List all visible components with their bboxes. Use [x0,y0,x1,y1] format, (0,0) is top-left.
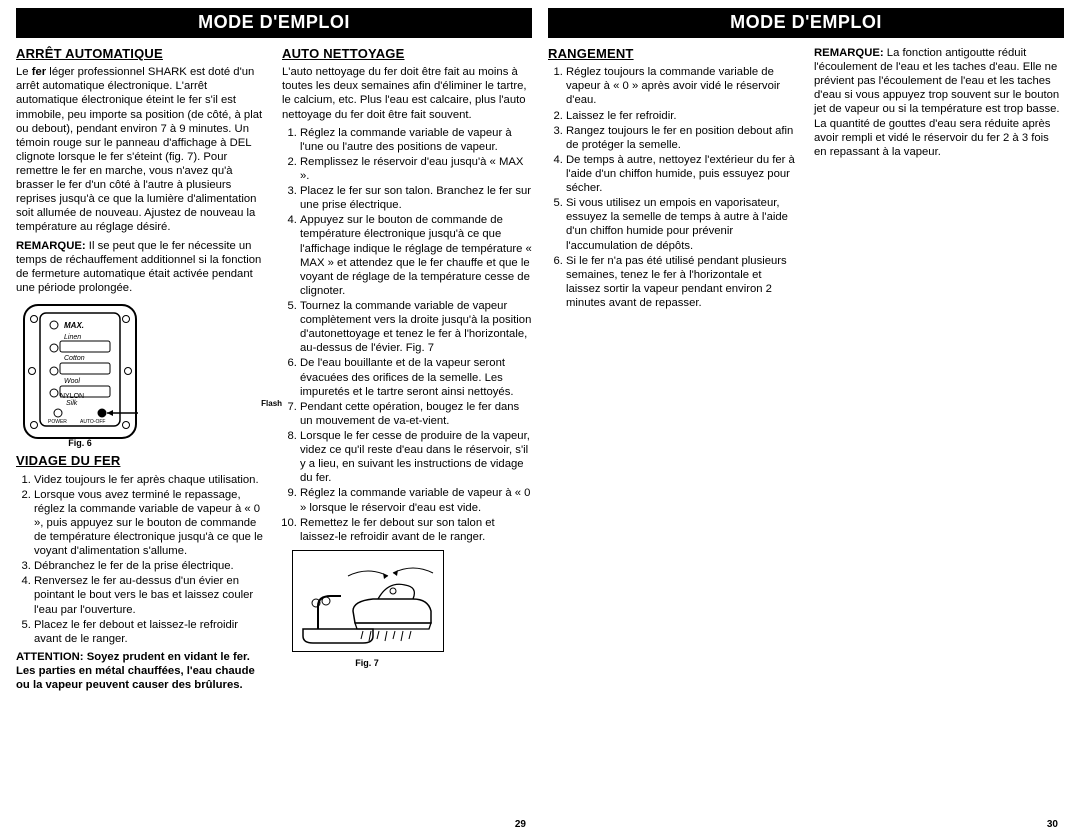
left-columns: ARRÊT AUTOMATIQUE Le fer léger professio… [16,46,532,819]
list-item: Placez le fer debout et laissez-le refro… [34,618,266,646]
auto-list: Réglez la commande variable de vapeur à … [282,126,532,544]
figure-6-svg: MAX. Linen Cotton Wool Silk NYLON NYLON … [20,301,140,446]
list-item: Réglez la commande variable de vapeur à … [300,486,532,514]
fig6-autooff: AUTO-OFF [80,419,105,425]
left-col-1: ARRÊT AUTOMATIQUE Le fer léger professio… [16,46,266,819]
arret-para-bold: fer [32,66,46,78]
fig6-wool: Wool [64,378,80,385]
figure-6: MAX. Linen Cotton Wool Silk NYLON NYLON … [20,301,170,449]
list-item: Réglez toujours la commande variable de … [566,65,798,107]
arret-paragraph: Le fer léger professionnel SHARK est dot… [16,65,266,234]
fig7-caption: Fig. 7 [292,658,442,669]
list-item: De l'eau bouillante et de la vapeur sero… [300,356,532,398]
right-remark: REMARQUE: La fonction antigoutte réduit … [814,46,1064,159]
list-item: Laissez le fer refroidir. [566,109,798,123]
list-item: Rangez toujours le fer en position debou… [566,124,798,152]
list-item: Lorsque le fer cesse de produire de la v… [300,429,532,485]
arret-para-prefix: Le [16,66,32,78]
list-item: Si le fer n'a pas été utilisé pendant pl… [566,254,798,310]
left-page: MODE D'EMPLOI ARRÊT AUTOMATIQUE Le fer l… [16,8,532,830]
list-item: Pendant cette opération, bougez le fer d… [300,400,532,428]
fig6-nylon2: NYLON [60,393,84,400]
right-remark-text: La fonction antigoutte réduit l'écouleme… [814,47,1060,158]
right-col-2: REMARQUE: La fonction antigoutte réduit … [814,46,1064,819]
arret-remark-label: REMARQUE: [16,240,86,252]
fig6-max: MAX. [64,321,84,330]
figure-7-svg [292,550,444,652]
section-rangement-title: RANGEMENT [548,46,798,62]
figure-7: Fig. 7 [292,550,442,669]
list-item: Videz toujours le fer après chaque utili… [34,473,266,487]
fig6-power: POWER [48,419,67,425]
right-col-1: RANGEMENT Réglez toujours la commande va… [548,46,798,819]
section-arret-title: ARRÊT AUTOMATIQUE [16,46,266,62]
list-item: Remplissez le réservoir d'eau jusqu'à « … [300,155,532,183]
list-item: Lorsque vous avez terminé le repassage, … [34,488,266,559]
page-number-left: 29 [16,819,532,830]
right-columns: RANGEMENT Réglez toujours la commande va… [548,46,1064,819]
arret-para-rest: léger professionnel SHARK est doté d'un … [16,66,262,233]
page-spread: MODE D'EMPLOI ARRÊT AUTOMATIQUE Le fer l… [0,0,1080,834]
section-vidage-title: VIDAGE DU FER [16,453,266,469]
fig6-cotton: Cotton [64,355,85,362]
list-item: Remettez le fer debout sur son talon et … [300,516,532,544]
left-col-2: AUTO NETTOYAGE L'auto nettoyage du fer d… [282,46,532,819]
list-item: Réglez la commande variable de vapeur à … [300,126,532,154]
right-page: MODE D'EMPLOI RANGEMENT Réglez toujours … [548,8,1064,830]
right-remark-label: REMARQUE: [814,47,884,59]
header-bar-right: MODE D'EMPLOI [548,8,1064,38]
header-bar-left: MODE D'EMPLOI [16,8,532,38]
fig6-flash-label: Flash [261,399,282,408]
fig6-linen: Linen [64,334,81,341]
list-item: Appuyez sur le bouton de commande de tem… [300,213,532,298]
list-item: Si vous utilisez un empois en vaporisate… [566,196,798,252]
list-item: De temps à autre, nettoyez l'extérieur d… [566,153,798,195]
rangement-list: Réglez toujours la commande variable de … [548,65,798,310]
list-item: Tournez la commande variable de vapeur c… [300,299,532,355]
vidage-list: Videz toujours le fer après chaque utili… [16,473,266,646]
section-auto-title: AUTO NETTOYAGE [282,46,532,62]
list-item: Débranchez le fer de la prise électrique… [34,559,266,573]
page-number-right: 30 [548,819,1064,830]
arret-remark: REMARQUE: Il se peut que le fer nécessit… [16,239,266,295]
fig6-silk: Silk [66,400,78,407]
list-item: Placez le fer sur son talon. Branchez le… [300,184,532,212]
auto-intro: L'auto nettoyage du fer doit être fait a… [282,65,532,121]
vidage-attention: ATTENTION: Soyez prudent en vidant le fe… [16,650,266,692]
list-item: Renversez le fer au-dessus d'un évier en… [34,574,266,616]
